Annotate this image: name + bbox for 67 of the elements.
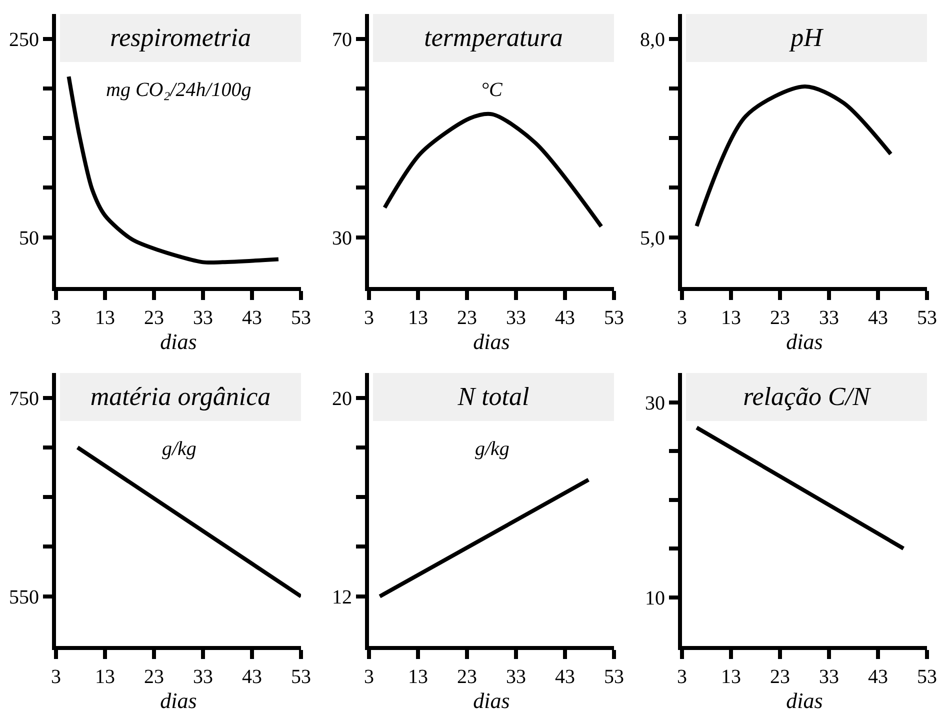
y-tick-label: 70 (332, 28, 352, 51)
line-series (66, 74, 280, 265)
x-tick-label: 33 (819, 666, 839, 688)
chart-title: pH (790, 23, 822, 53)
x-tick-label: 43 (868, 666, 888, 688)
y-tick-label: 5,0 (640, 227, 665, 250)
x-tick-label: 53 (291, 307, 311, 329)
y-tick-label: 10 (645, 587, 665, 610)
y-tick-label: 12 (332, 586, 352, 608)
text: g/kg (475, 438, 510, 460)
x-tick-label: 3 (364, 666, 374, 688)
x-tick-label: 13 (721, 307, 741, 329)
y-tick-label: 20 (332, 388, 352, 410)
x-axis-title: dias (473, 688, 510, 713)
y-tick-label: 30 (645, 392, 665, 414)
x-tick-label: 23 (144, 666, 164, 688)
x-axis-title: dias (160, 329, 197, 354)
x-tick-label: 33 (506, 307, 526, 329)
text: mg CO₂/24h/100g (106, 79, 252, 101)
y-tick-label: 8,0 (640, 28, 665, 51)
x-tick-label: 3 (677, 307, 687, 329)
x-axis-title: dias (160, 688, 197, 713)
x-tick-label: 53 (917, 666, 937, 688)
text: g/kg (162, 438, 196, 460)
x-tick-label: 13 (408, 666, 428, 688)
x-tick-label: 3 (51, 307, 61, 329)
x-tick-label: 23 (770, 307, 790, 329)
x-tick-label: 53 (291, 666, 311, 688)
x-tick-label: 33 (193, 307, 213, 329)
x-tick-label: 43 (868, 307, 888, 329)
y-tick-label: 50 (19, 227, 39, 250)
x-axis-title: dias (473, 329, 510, 354)
x-tick-label: 33 (193, 666, 213, 688)
x-tick-label: 33 (506, 666, 526, 688)
x-tick-label: 53 (604, 666, 624, 688)
x-tick-label: 23 (457, 666, 477, 688)
x-tick-label: 23 (144, 307, 164, 329)
y-tick-label: 550 (9, 586, 39, 608)
x-tick-label: 43 (242, 666, 262, 688)
x-tick-label: 53 (604, 307, 624, 329)
x-tick-label: 13 (95, 666, 115, 688)
x-tick-label: 13 (95, 307, 115, 329)
x-tick-label: 33 (819, 307, 839, 329)
chart-title: respirometria (110, 23, 252, 53)
x-tick-label: 13 (408, 307, 428, 329)
x-tick-label: 23 (457, 307, 477, 329)
x-tick-label: 13 (721, 666, 741, 688)
line-series (694, 84, 893, 228)
y-tick-label: 250 (9, 28, 39, 51)
chart-title: relação C/N (743, 382, 870, 412)
chart-title: N total (458, 382, 530, 412)
x-tick-label: 53 (917, 307, 937, 329)
x-axis-title: dias (786, 329, 823, 354)
x-tick-label: 43 (555, 666, 575, 688)
y-tick-label: 750 (9, 388, 39, 410)
x-axis-title: dias (786, 688, 823, 713)
chart-title: matéria orgânica (90, 382, 271, 412)
text: °C (481, 79, 503, 101)
x-tick-label: 3 (51, 666, 61, 688)
chart-title: termperatura (424, 23, 563, 53)
x-tick-label: 43 (555, 307, 575, 329)
x-tick-label: 23 (770, 666, 790, 688)
x-tick-label: 43 (242, 307, 262, 329)
y-tick-label: 30 (332, 227, 352, 250)
line-series (382, 112, 604, 228)
x-tick-label: 3 (677, 666, 687, 688)
x-tick-label: 3 (364, 307, 374, 329)
